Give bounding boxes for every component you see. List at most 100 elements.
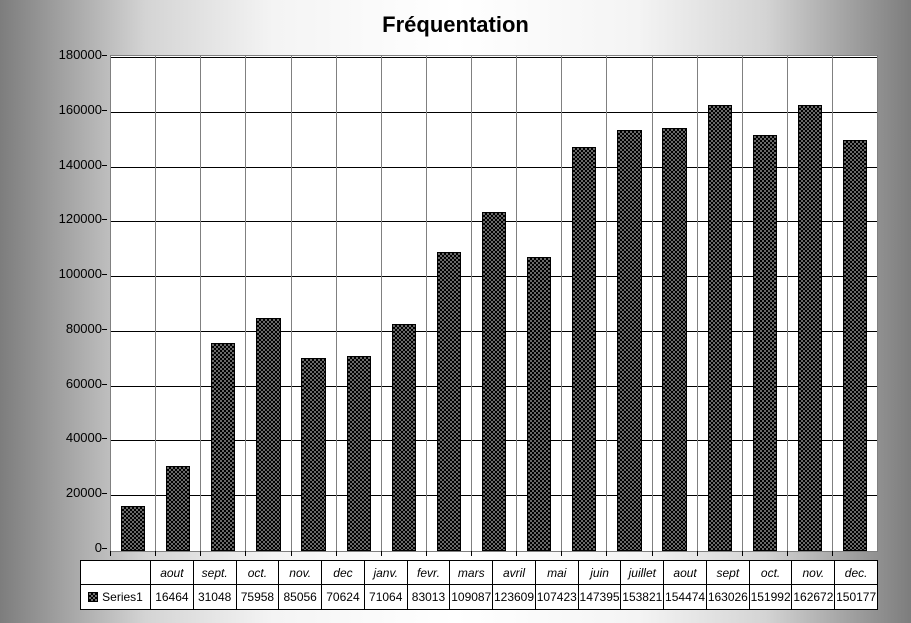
data-table-columns: aout16464sept.31048oct.75958nov.85056dec… [151,560,878,610]
category-label: juin [579,560,622,585]
bar-slot [337,56,382,551]
category-label: aout [151,560,194,585]
y-tick-label: 0 [44,541,102,555]
bar [166,466,190,551]
value-label: 75958 [237,585,280,610]
category-label: mai [536,560,579,585]
y-tick-label: 120000 [44,212,102,226]
category-label: avril [493,560,536,585]
bar-slot [653,56,698,551]
value-label: 154474 [664,585,707,610]
data-table-column: nov.85056 [279,560,322,610]
data-table-column: aout154474 [664,560,707,610]
y-tick-label: 100000 [44,267,102,281]
data-table-column: juillet153821 [621,560,664,610]
bar [437,252,461,551]
data-table-column: aout16464 [151,560,194,610]
category-label: oct. [237,560,280,585]
chart-title: Fréquentation [0,0,911,38]
data-table-column: mai107423 [536,560,579,610]
category-label: nov. [792,560,835,585]
bar [753,135,777,551]
category-label: janv. [365,560,408,585]
category-label: aout [664,560,707,585]
bar [121,506,145,551]
bar [256,318,280,551]
y-tick-label: 180000 [44,48,102,62]
data-table-corner-empty [81,560,151,585]
data-table-header: Series1 [80,560,151,610]
category-label: sept [707,560,750,585]
bar-slot [156,56,201,551]
data-table-column: oct.75958 [237,560,280,610]
bar [617,130,641,551]
bar [708,105,732,552]
bar-slot [788,56,833,551]
bar-slot [517,56,562,551]
y-tick-label: 40000 [44,431,102,445]
bar-slot [833,56,877,551]
data-table: Series1 aout16464sept.31048oct.75958nov.… [80,560,878,610]
bar-slot [246,56,291,551]
legend-swatch-icon [88,592,98,602]
legend-entry: Series1 [81,585,151,610]
category-label: nov. [279,560,322,585]
value-label: 70624 [322,585,365,610]
data-table-column: oct.151992 [750,560,793,610]
category-label: sept. [194,560,237,585]
value-label: 147395 [579,585,622,610]
bar [572,147,596,551]
y-tick-label: 140000 [44,158,102,172]
bar [482,212,506,551]
legend-label: Series1 [102,590,143,604]
category-label: dec. [835,560,878,585]
data-table-column: janv.71064 [365,560,408,610]
data-table-column: dec70624 [322,560,365,610]
bar [301,358,325,551]
value-label: 16464 [151,585,194,610]
value-label: 162672 [792,585,835,610]
value-label: 123609 [493,585,536,610]
bar-slot [698,56,743,551]
data-table-column: sept163026 [707,560,750,610]
bar-slot [743,56,788,551]
value-label: 71064 [365,585,408,610]
value-label: 163026 [707,585,750,610]
bar-slot [607,56,652,551]
data-table-column: juin147395 [579,560,622,610]
bar [347,356,371,551]
data-table-column: fevr.83013 [408,560,451,610]
category-label: fevr. [408,560,451,585]
bar [392,324,416,551]
bar-slot [111,56,156,551]
y-tick-label: 160000 [44,103,102,117]
bar [843,140,867,551]
bar-slot [427,56,472,551]
data-table-column: sept.31048 [194,560,237,610]
chart-page: Fréquentation 0 20000 40000 60000 80000 10000… [0,0,911,623]
y-tick-label: 60000 [44,377,102,391]
plot-wrap: 0 20000 40000 60000 80000 100000 120000 140000 1… [40,55,890,610]
value-label: 83013 [408,585,451,610]
bars-container [111,56,877,551]
bar [798,105,822,551]
category-label: juillet [621,560,664,585]
value-label: 31048 [194,585,237,610]
value-label: 107423 [536,585,579,610]
bar-slot [382,56,427,551]
y-tick-label: 20000 [44,486,102,500]
bar [211,343,235,551]
data-table-column: nov.162672 [792,560,835,610]
data-table-column: mars109087 [450,560,493,610]
bar [662,128,686,551]
bar-slot [562,56,607,551]
bar-slot [201,56,246,551]
value-label: 150177 [835,585,878,610]
value-label: 85056 [279,585,322,610]
y-tick-label: 80000 [44,322,102,336]
value-label: 153821 [621,585,664,610]
y-axis: 0 20000 40000 60000 80000 100000 120000 140000 1… [40,55,102,552]
bar-slot [472,56,517,551]
value-label: 109087 [450,585,493,610]
bar [527,257,551,551]
